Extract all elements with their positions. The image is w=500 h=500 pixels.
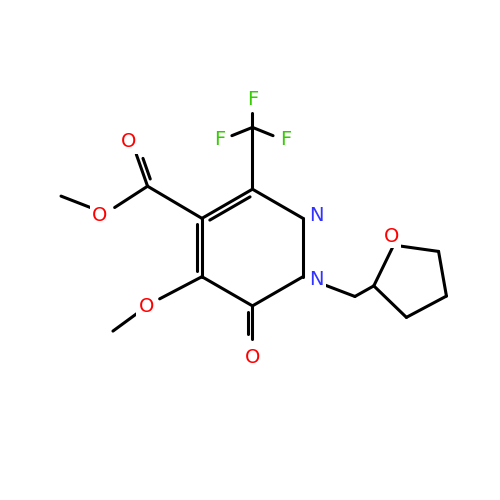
- Text: F: F: [247, 90, 258, 108]
- Text: F: F: [214, 130, 225, 149]
- Text: O: O: [384, 226, 399, 246]
- Text: N: N: [310, 270, 324, 288]
- Text: N: N: [310, 206, 324, 226]
- Text: O: O: [92, 206, 108, 226]
- Text: O: O: [121, 132, 136, 151]
- Text: F: F: [280, 130, 291, 149]
- Text: O: O: [138, 297, 154, 316]
- Text: O: O: [245, 348, 260, 368]
